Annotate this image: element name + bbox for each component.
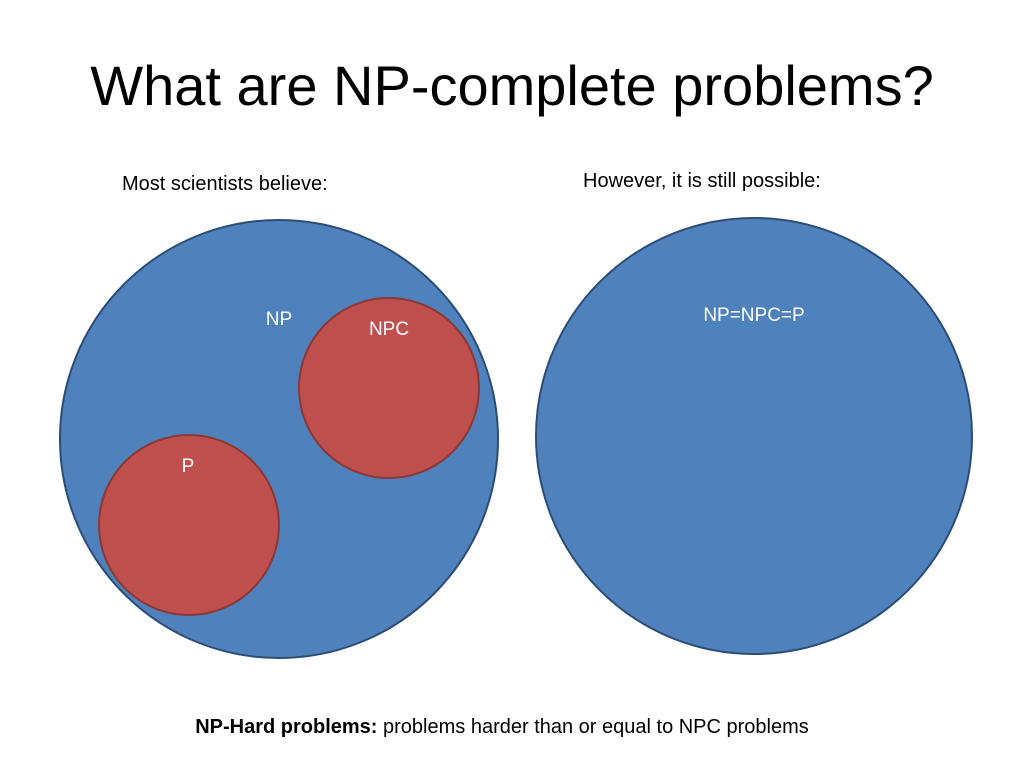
p-set-circle [98, 434, 280, 616]
right-panel-caption: However, it is still possible: [583, 170, 821, 192]
footnote-definition: problems harder than or equal to NPC pro… [377, 716, 809, 738]
slide-title: What are NP-complete problems? [90, 54, 934, 117]
np-set-label: NP [266, 309, 292, 330]
right-venn-diagram: NP=NPC=P [535, 217, 973, 655]
merged-set-label: NP=NPC=P [703, 305, 804, 326]
p-set-label: P [182, 456, 195, 477]
left-venn-diagram: NP NPC P [59, 219, 499, 659]
merged-set-circle [535, 217, 973, 655]
npc-set-circle [298, 297, 480, 479]
footnote: NP-Hard problems: problems harder than o… [0, 716, 1004, 739]
footnote-term: NP-Hard problems: [195, 716, 378, 738]
left-panel-caption: Most scientists believe: [122, 173, 328, 195]
npc-set-label: NPC [369, 319, 409, 340]
